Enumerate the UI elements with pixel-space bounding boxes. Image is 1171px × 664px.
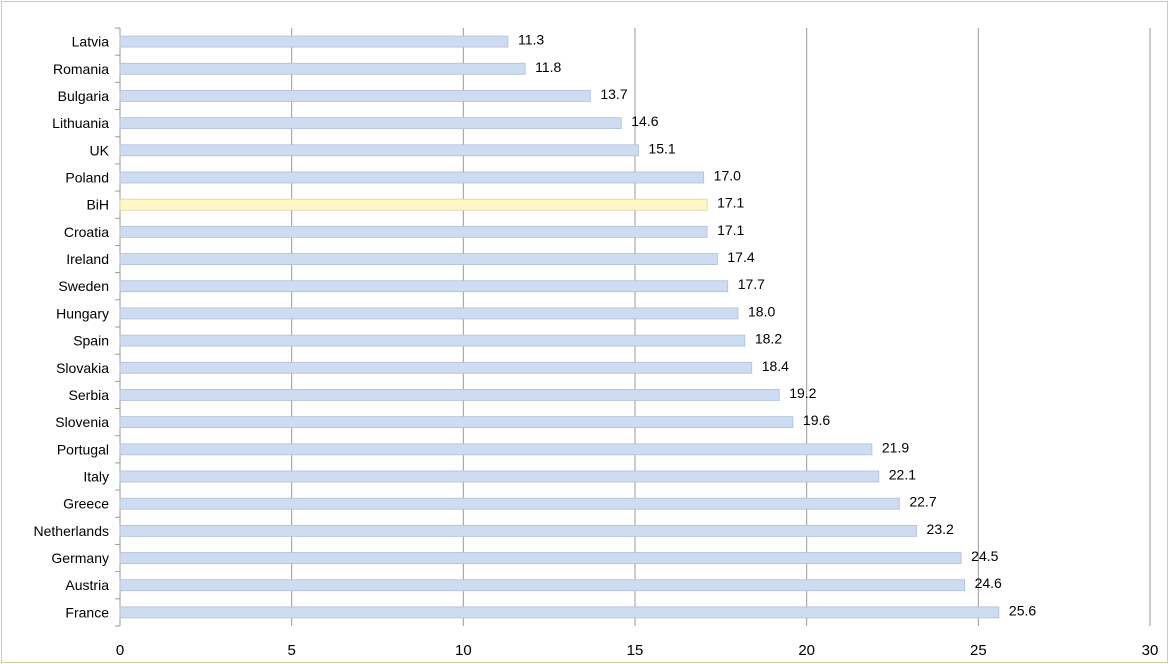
category-label: Spain bbox=[73, 333, 109, 349]
category-label: Latvia bbox=[72, 34, 110, 50]
value-label: 19.2 bbox=[789, 385, 816, 401]
category-label: Italy bbox=[83, 469, 109, 485]
category-label: Poland bbox=[65, 170, 109, 186]
value-label: 21.9 bbox=[882, 439, 909, 455]
category-label: Slovenia bbox=[55, 414, 109, 430]
bar-spain bbox=[119, 334, 746, 347]
bar-hungary bbox=[119, 307, 739, 320]
bar-bulgaria bbox=[119, 90, 591, 102]
value-label: 17.4 bbox=[727, 249, 754, 265]
value-label: 18.4 bbox=[762, 358, 789, 374]
value-label: 18.2 bbox=[755, 331, 782, 347]
value-label: 17.1 bbox=[717, 222, 744, 238]
category-label: Bulgaria bbox=[58, 88, 110, 104]
x-tick-label: 10 bbox=[455, 642, 472, 659]
value-label: 24.6 bbox=[975, 575, 1002, 591]
value-label: 17.1 bbox=[717, 195, 744, 211]
value-label: 15.1 bbox=[648, 140, 675, 156]
x-tick-label: 5 bbox=[287, 642, 295, 659]
x-tick-label: 15 bbox=[627, 642, 644, 659]
value-label: 19.6 bbox=[803, 412, 830, 428]
category-label: Lithuania bbox=[52, 115, 109, 131]
bar-serbia bbox=[119, 389, 780, 401]
category-label: Germany bbox=[51, 550, 109, 566]
value-label: 22.1 bbox=[889, 467, 916, 483]
bar-germany bbox=[119, 552, 962, 564]
bar-romania bbox=[119, 62, 526, 75]
category-label: Romania bbox=[53, 61, 109, 77]
category-label: Croatia bbox=[64, 224, 109, 240]
value-label: 22.7 bbox=[909, 494, 936, 510]
x-tick-label: 0 bbox=[116, 642, 124, 659]
category-label: France bbox=[65, 604, 109, 620]
bar-italy bbox=[119, 470, 880, 483]
category-label: Ireland bbox=[66, 251, 109, 267]
category-label: Portugal bbox=[57, 441, 109, 457]
category-label: UK bbox=[90, 142, 110, 158]
category-label: Serbia bbox=[69, 387, 110, 403]
bar-latvia bbox=[119, 35, 509, 48]
x-tick-label: 20 bbox=[798, 642, 815, 659]
bar-sweden bbox=[119, 280, 729, 293]
value-label: 11.3 bbox=[518, 32, 544, 48]
category-label: Hungary bbox=[56, 305, 109, 321]
bar-bih bbox=[119, 198, 708, 211]
bar-uk bbox=[119, 144, 639, 157]
value-label: 17.0 bbox=[714, 168, 741, 184]
bar-slovakia bbox=[119, 361, 753, 374]
bar-slovenia bbox=[119, 416, 794, 429]
category-label: Slovakia bbox=[56, 360, 109, 376]
bar-greece bbox=[119, 497, 900, 510]
bar-lithuania bbox=[119, 117, 622, 130]
bar-austria bbox=[119, 579, 965, 592]
category-label: Greece bbox=[63, 496, 109, 512]
value-label: 24.5 bbox=[971, 548, 998, 564]
value-label: 18.0 bbox=[748, 303, 775, 319]
value-label: 23.2 bbox=[927, 521, 954, 537]
bar-netherlands bbox=[119, 524, 917, 537]
value-label: 25.6 bbox=[1009, 602, 1036, 618]
x-tick-label: 25 bbox=[970, 642, 987, 659]
value-label: 13.7 bbox=[600, 86, 627, 102]
value-label: 14.6 bbox=[631, 113, 658, 129]
x-tick-label: 30 bbox=[1142, 642, 1159, 659]
category-label: Netherlands bbox=[34, 523, 110, 539]
category-label: BiH bbox=[86, 197, 109, 213]
category-label: Austria bbox=[65, 577, 109, 593]
bar-poland bbox=[119, 171, 705, 184]
value-label: 11.8 bbox=[535, 59, 561, 75]
bar-portugal bbox=[119, 443, 873, 456]
bar-france bbox=[119, 606, 1000, 619]
bar-ireland bbox=[119, 253, 718, 265]
category-label: Sweden bbox=[58, 278, 109, 294]
bar-croatia bbox=[119, 225, 708, 238]
value-label: 17.7 bbox=[738, 276, 765, 292]
